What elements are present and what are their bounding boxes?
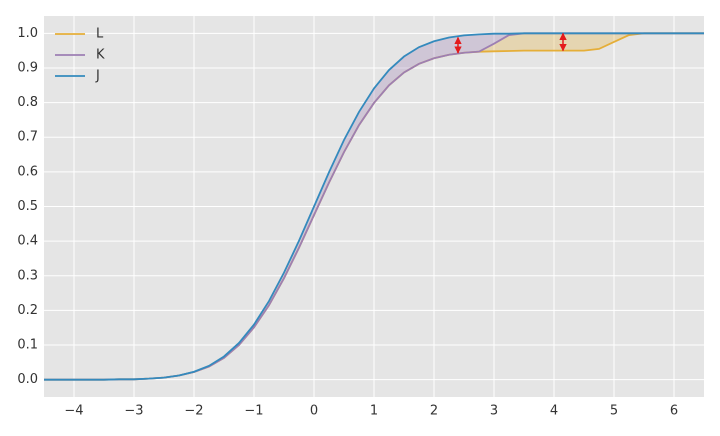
y-tick-label: 0.5 bbox=[17, 199, 38, 214]
x-tick-label: 5 bbox=[610, 404, 618, 419]
x-tick-label: −3 bbox=[124, 404, 143, 419]
x-tick-label: 6 bbox=[670, 404, 678, 419]
y-tick-label: 0.7 bbox=[17, 130, 38, 145]
y-tick-label: 0.2 bbox=[17, 303, 38, 318]
legend-label: K bbox=[96, 48, 105, 63]
y-tick-label: 0.9 bbox=[17, 60, 38, 75]
x-tick-label: 3 bbox=[490, 404, 498, 419]
legend-label: L bbox=[96, 27, 104, 42]
legend-label: J bbox=[95, 69, 100, 84]
y-tick-label: 0.4 bbox=[17, 234, 38, 249]
y-tick-label: 0.3 bbox=[17, 268, 38, 283]
x-tick-label: −4 bbox=[64, 404, 83, 419]
y-tick-label: 0.6 bbox=[17, 164, 38, 179]
x-tick-label: 4 bbox=[550, 404, 558, 419]
x-tick-label: 1 bbox=[370, 404, 378, 419]
y-tick-label: 0.8 bbox=[17, 95, 38, 110]
x-tick-label: 2 bbox=[430, 404, 438, 419]
y-tick-label: 0.1 bbox=[17, 338, 38, 353]
series-line bbox=[44, 32, 704, 381]
x-tick-label: −2 bbox=[184, 404, 203, 419]
y-tick-label: 0.0 bbox=[17, 372, 38, 387]
y-tick-label: 1.0 bbox=[17, 26, 38, 41]
x-tick-label: 0 bbox=[310, 404, 318, 419]
x-tick-label: −1 bbox=[244, 404, 263, 419]
